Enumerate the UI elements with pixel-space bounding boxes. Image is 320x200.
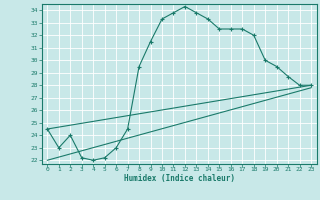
X-axis label: Humidex (Indice chaleur): Humidex (Indice chaleur)	[124, 174, 235, 183]
